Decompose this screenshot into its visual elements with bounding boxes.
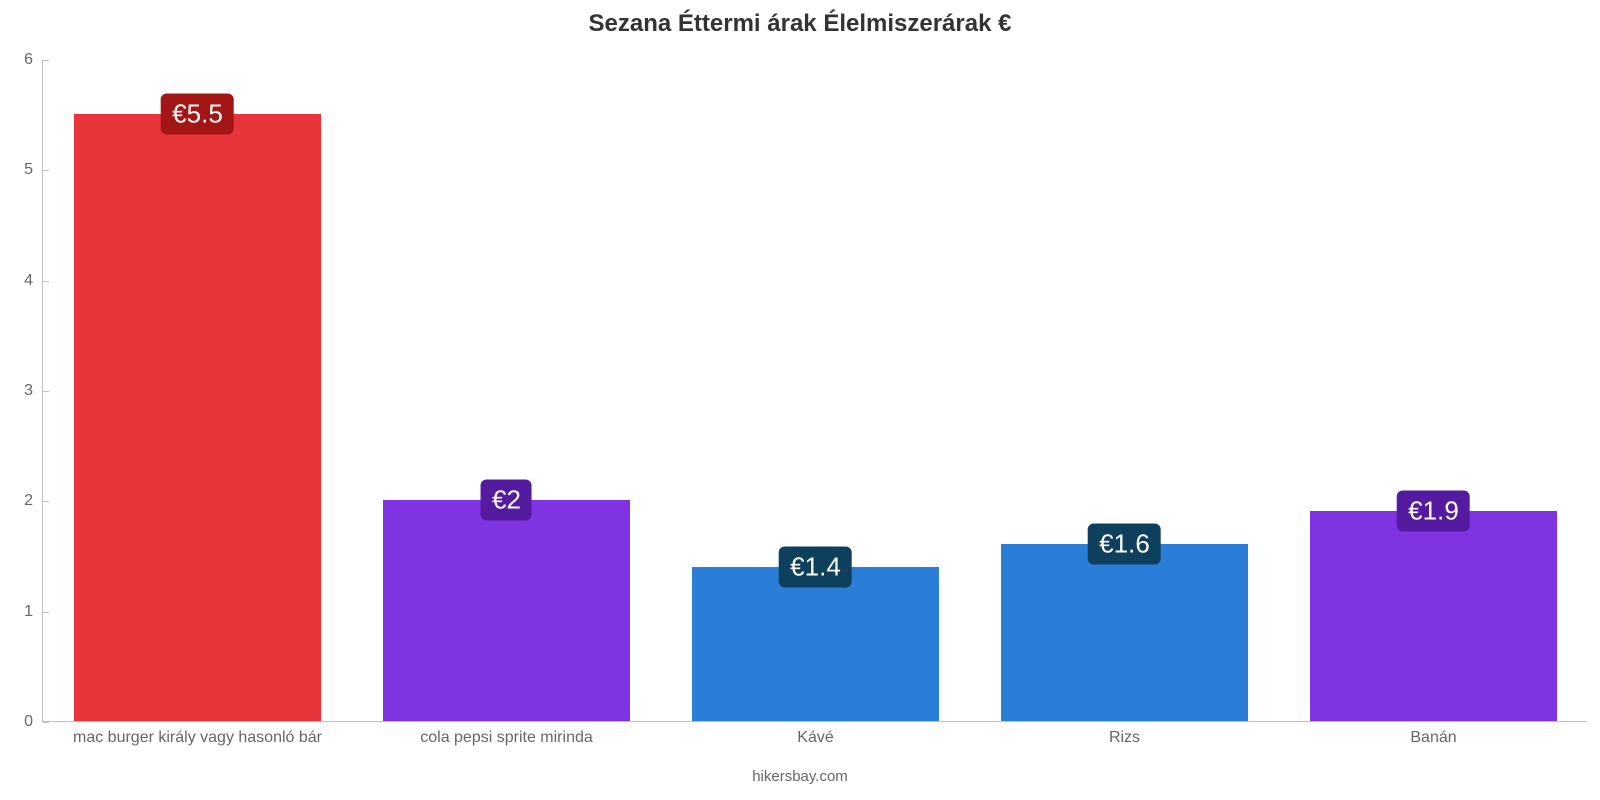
y-tick-label: 2 [24, 492, 33, 510]
credit-text: hikersbay.com [0, 768, 1600, 785]
bar-value-label: €2 [481, 480, 532, 521]
y-tick [43, 391, 49, 392]
x-tick-label: mac burger király vagy hasonló bár [73, 729, 322, 747]
y-tick [43, 60, 49, 61]
y-tick-label: 1 [24, 603, 33, 621]
y-tick [43, 170, 49, 171]
price-bar-chart: Sezana Éttermi árak Élelmiszerárak € 012… [0, 0, 1600, 800]
y-tick [43, 501, 49, 502]
y-tick [43, 722, 49, 723]
bar-value-label: €1.9 [1397, 491, 1470, 532]
bar: €5.5 [74, 114, 321, 721]
y-tick [43, 612, 49, 613]
chart-title: Sezana Éttermi árak Élelmiszerárak € [0, 10, 1600, 38]
bar-value-label: €5.5 [161, 94, 234, 135]
y-tick-label: 0 [24, 713, 33, 731]
x-tick-label: Kávé [797, 729, 833, 747]
bar: €2 [383, 500, 630, 721]
bar: €1.4 [692, 567, 939, 721]
y-tick-label: 3 [24, 382, 33, 400]
plot-area: 0123456€5.5mac burger király vagy hasonl… [42, 60, 1587, 722]
y-tick-label: 4 [24, 272, 33, 290]
bar-value-label: €1.6 [1088, 524, 1161, 565]
bar-value-label: €1.4 [779, 546, 852, 587]
y-tick [43, 281, 49, 282]
bar: €1.9 [1310, 511, 1557, 721]
y-tick-label: 6 [24, 51, 33, 69]
x-tick-label: cola pepsi sprite mirinda [420, 729, 593, 747]
x-tick-label: Banán [1410, 729, 1456, 747]
x-tick-label: Rizs [1109, 729, 1140, 747]
bar: €1.6 [1001, 544, 1248, 721]
y-tick-label: 5 [24, 161, 33, 179]
